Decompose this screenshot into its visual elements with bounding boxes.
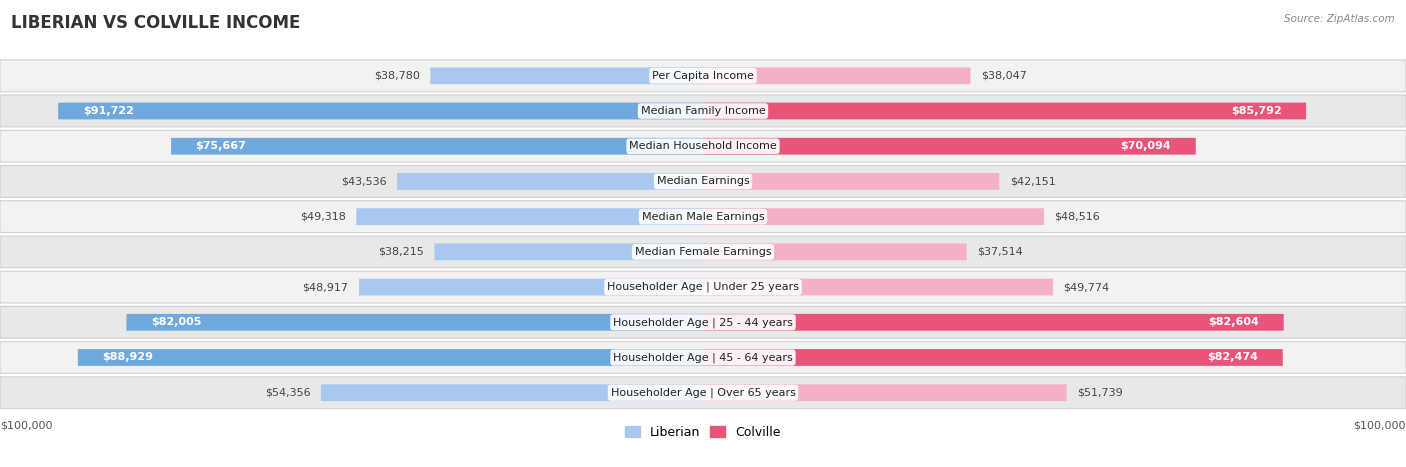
- FancyBboxPatch shape: [0, 95, 1406, 127]
- Text: $82,604: $82,604: [1208, 317, 1260, 327]
- FancyBboxPatch shape: [703, 208, 1045, 225]
- FancyBboxPatch shape: [359, 279, 703, 296]
- FancyBboxPatch shape: [356, 208, 703, 225]
- FancyBboxPatch shape: [127, 314, 703, 331]
- Text: $100,000: $100,000: [1354, 420, 1406, 431]
- Text: Median Earnings: Median Earnings: [657, 177, 749, 186]
- FancyBboxPatch shape: [321, 384, 703, 401]
- Text: $100,000: $100,000: [0, 420, 52, 431]
- FancyBboxPatch shape: [703, 173, 1000, 190]
- FancyBboxPatch shape: [703, 314, 1284, 331]
- FancyBboxPatch shape: [0, 60, 1406, 92]
- FancyBboxPatch shape: [77, 349, 703, 366]
- Text: LIBERIAN VS COLVILLE INCOME: LIBERIAN VS COLVILLE INCOME: [11, 14, 301, 32]
- Text: Householder Age | 45 - 64 years: Householder Age | 45 - 64 years: [613, 352, 793, 363]
- Text: Median Household Income: Median Household Income: [628, 141, 778, 151]
- Text: $38,047: $38,047: [981, 71, 1026, 81]
- Text: Householder Age | Over 65 years: Householder Age | Over 65 years: [610, 388, 796, 398]
- Text: $37,514: $37,514: [977, 247, 1024, 257]
- FancyBboxPatch shape: [0, 130, 1406, 162]
- Text: Median Male Earnings: Median Male Earnings: [641, 212, 765, 222]
- Text: $48,516: $48,516: [1054, 212, 1101, 222]
- Text: $82,005: $82,005: [150, 317, 201, 327]
- Text: $42,151: $42,151: [1010, 177, 1056, 186]
- FancyBboxPatch shape: [0, 165, 1406, 198]
- Text: $38,215: $38,215: [378, 247, 423, 257]
- Text: $82,474: $82,474: [1208, 353, 1258, 362]
- FancyBboxPatch shape: [0, 377, 1406, 409]
- Text: $38,780: $38,780: [374, 71, 420, 81]
- FancyBboxPatch shape: [703, 243, 967, 260]
- FancyBboxPatch shape: [58, 103, 703, 120]
- Text: $43,536: $43,536: [340, 177, 387, 186]
- Text: $85,792: $85,792: [1230, 106, 1281, 116]
- Text: $48,917: $48,917: [302, 282, 349, 292]
- Text: $91,722: $91,722: [83, 106, 134, 116]
- FancyBboxPatch shape: [703, 279, 1053, 296]
- Text: $51,739: $51,739: [1077, 388, 1123, 398]
- FancyBboxPatch shape: [434, 243, 703, 260]
- Text: $75,667: $75,667: [195, 141, 246, 151]
- FancyBboxPatch shape: [0, 236, 1406, 268]
- Text: Median Family Income: Median Family Income: [641, 106, 765, 116]
- FancyBboxPatch shape: [0, 271, 1406, 303]
- FancyBboxPatch shape: [172, 138, 703, 155]
- FancyBboxPatch shape: [703, 67, 970, 84]
- Text: $70,094: $70,094: [1121, 141, 1171, 151]
- Text: $49,318: $49,318: [299, 212, 346, 222]
- Text: $54,356: $54,356: [264, 388, 311, 398]
- FancyBboxPatch shape: [0, 341, 1406, 374]
- Text: $88,929: $88,929: [103, 353, 153, 362]
- FancyBboxPatch shape: [703, 103, 1306, 120]
- Text: Per Capita Income: Per Capita Income: [652, 71, 754, 81]
- Text: Householder Age | 25 - 44 years: Householder Age | 25 - 44 years: [613, 317, 793, 327]
- FancyBboxPatch shape: [396, 173, 703, 190]
- Text: $49,774: $49,774: [1063, 282, 1109, 292]
- Legend: Liberian, Colville: Liberian, Colville: [620, 421, 786, 444]
- Text: Source: ZipAtlas.com: Source: ZipAtlas.com: [1284, 14, 1395, 24]
- Text: Householder Age | Under 25 years: Householder Age | Under 25 years: [607, 282, 799, 292]
- FancyBboxPatch shape: [703, 349, 1282, 366]
- FancyBboxPatch shape: [0, 201, 1406, 233]
- FancyBboxPatch shape: [703, 138, 1195, 155]
- FancyBboxPatch shape: [0, 306, 1406, 338]
- Text: Median Female Earnings: Median Female Earnings: [634, 247, 772, 257]
- FancyBboxPatch shape: [703, 384, 1067, 401]
- FancyBboxPatch shape: [430, 67, 703, 84]
